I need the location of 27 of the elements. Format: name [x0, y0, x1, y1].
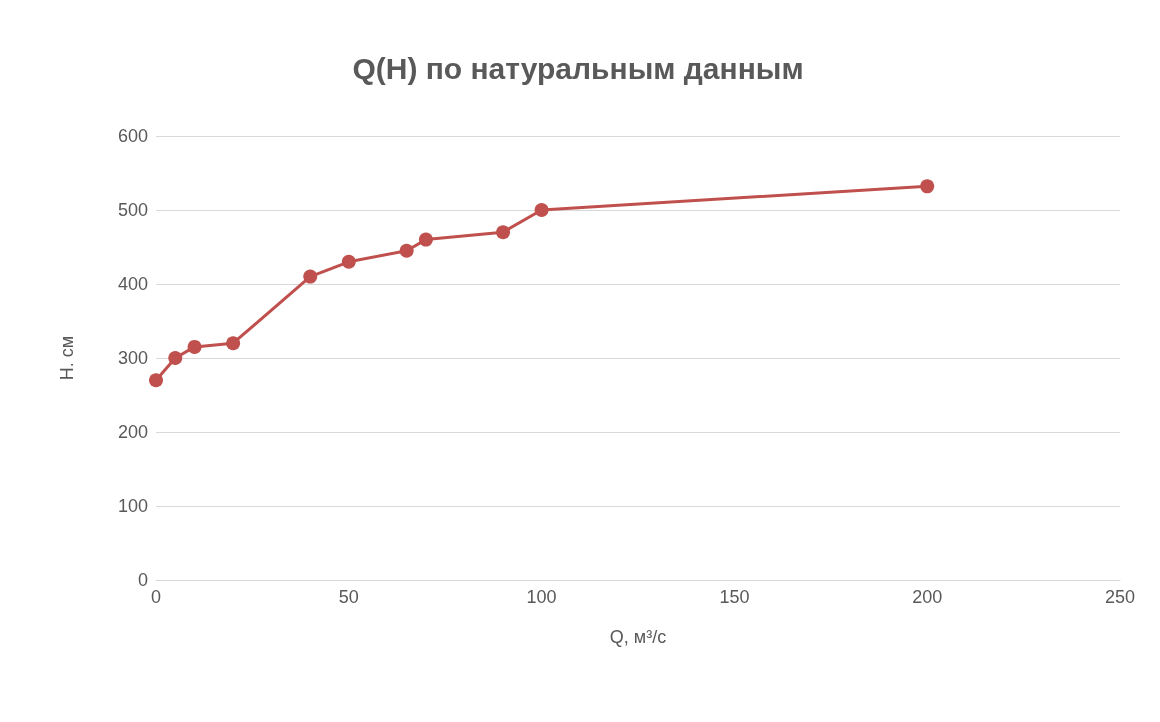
- point: [187, 339, 202, 354]
- point: [341, 254, 356, 269]
- y-tick-label: 500: [117, 200, 148, 220]
- point: [534, 203, 549, 217]
- y-tick-label: 100: [117, 496, 148, 516]
- x-tick-label: 250: [1104, 587, 1136, 607]
- x-tick-label: 50: [338, 587, 359, 607]
- chart-title: Q(H) по натуральным данным: [352, 51, 804, 85]
- point: [920, 179, 935, 194]
- x-tick-label: 200: [912, 587, 943, 607]
- x-tick-label: 0: [150, 587, 162, 607]
- point: [149, 373, 163, 388]
- x-tick-label: 100: [526, 587, 557, 607]
- point: [168, 351, 183, 365]
- y-tick-label: 300: [117, 348, 148, 368]
- y-tick-label: 600: [117, 126, 148, 146]
- y-tick-label: 200: [117, 422, 148, 442]
- x-tick-label: 150: [719, 587, 750, 607]
- point: [303, 269, 318, 284]
- y-axis-title: Н. см: [57, 335, 77, 381]
- point: [418, 232, 433, 247]
- y-tick-label: 400: [117, 274, 148, 294]
- point: [399, 243, 414, 258]
- x-axis-title: Q, м³/с: [609, 627, 667, 647]
- point: [496, 225, 511, 240]
- y-tick-label: 0: [137, 570, 148, 590]
- point: [226, 336, 241, 351]
